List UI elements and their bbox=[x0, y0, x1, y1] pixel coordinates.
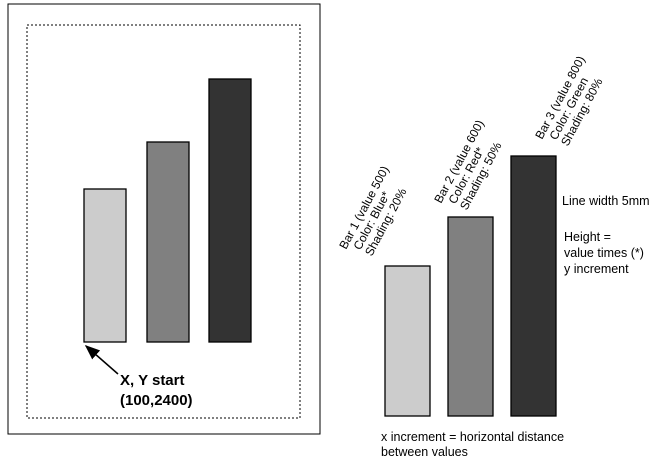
x-increment-note-line1: x increment = horizontal distance bbox=[381, 430, 564, 444]
dotted-plot-area bbox=[26, 24, 301, 419]
start-label-line1: X, Y start bbox=[120, 372, 184, 389]
start-point-arrow bbox=[84, 345, 119, 375]
bar-1-label-group: Bar 1 (value 500) Color: Blue* Shading: … bbox=[336, 164, 409, 259]
right-panel: Bar 1 (value 500) Color: Blue* Shading: … bbox=[336, 54, 649, 459]
left-bar-2 bbox=[146, 141, 190, 343]
height-note-line2: value times (*) bbox=[564, 246, 644, 260]
bar-3-label-group: Bar 3 (value 800) Color: Green Shading: … bbox=[532, 54, 605, 149]
line-width-note: Line width 5mm bbox=[562, 194, 650, 208]
height-note-line1: Height = bbox=[564, 230, 611, 244]
bar-2-label-group: Bar 2 (value 600) Color: Red* Shading: 5… bbox=[431, 118, 504, 213]
left-bar-1 bbox=[83, 188, 127, 343]
right-bar-1 bbox=[384, 265, 431, 417]
x-increment-note-line2: between values bbox=[381, 445, 468, 459]
start-label-line2: (100,2400) bbox=[120, 392, 193, 409]
height-note-line3: y increment bbox=[564, 262, 629, 276]
right-bar-3 bbox=[510, 155, 557, 417]
left-panel: X, Y start (100,2400) bbox=[7, 3, 321, 435]
outer-frame bbox=[7, 3, 321, 435]
right-bar-2 bbox=[447, 216, 494, 417]
left-bar-3 bbox=[208, 78, 252, 343]
